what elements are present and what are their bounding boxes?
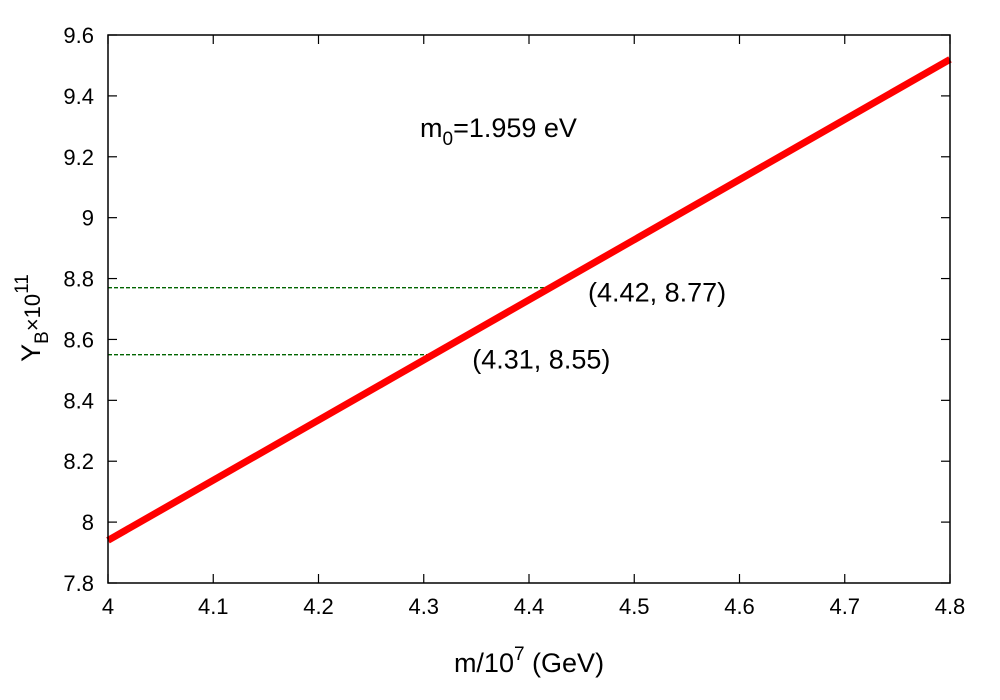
x-tick-label: 4.7 xyxy=(829,594,860,619)
reference-label-0: (4.42, 8.77) xyxy=(588,278,726,308)
series-line-0 xyxy=(106,56,952,544)
annotation-m0: m0=1.959 eV xyxy=(420,113,577,150)
x-axis-label: m/107 (GeV) xyxy=(454,644,604,678)
y-tick-label: 7.8 xyxy=(63,571,94,596)
x-tick-label: 4 xyxy=(102,594,114,619)
y-tick-label: 8.8 xyxy=(63,267,94,292)
y-tick-label: 9.4 xyxy=(63,84,94,109)
tick-labels: 4 4.1 4.2 4.3 4.4 4.5 4.6 4.7 4.8 7.8 8 8.2 8.4 8.6 8.… xyxy=(63,23,965,619)
x-tick-label: 4.1 xyxy=(198,594,229,619)
reference-lines xyxy=(108,287,551,356)
y-tick-label: 8.2 xyxy=(63,449,94,474)
reference-labels: (4.42, 8.77) (4.31, 8.55) xyxy=(472,278,726,375)
series-group xyxy=(106,56,952,544)
ticks xyxy=(107,34,951,584)
x-tick-label: 4.2 xyxy=(303,594,334,619)
x-tick-label: 4.5 xyxy=(619,594,650,619)
y-tick-label: 8.4 xyxy=(63,388,94,413)
x-tick-label: 4.3 xyxy=(408,594,439,619)
y-tick-label: 9.6 xyxy=(63,23,94,48)
reference-label-1: (4.31, 8.55) xyxy=(472,345,610,375)
y-tick-label: 8 xyxy=(82,510,94,535)
x-tick-label: 4.4 xyxy=(514,594,545,619)
y-axis-label: YB×1011 xyxy=(12,274,53,362)
y-tick-label: 9.2 xyxy=(63,145,94,170)
x-tick-label: 4.6 xyxy=(724,594,755,619)
y-tick-label: 8.6 xyxy=(63,327,94,352)
x-tick-label: 4.8 xyxy=(935,594,966,619)
y-tick-label: 9 xyxy=(82,206,94,231)
